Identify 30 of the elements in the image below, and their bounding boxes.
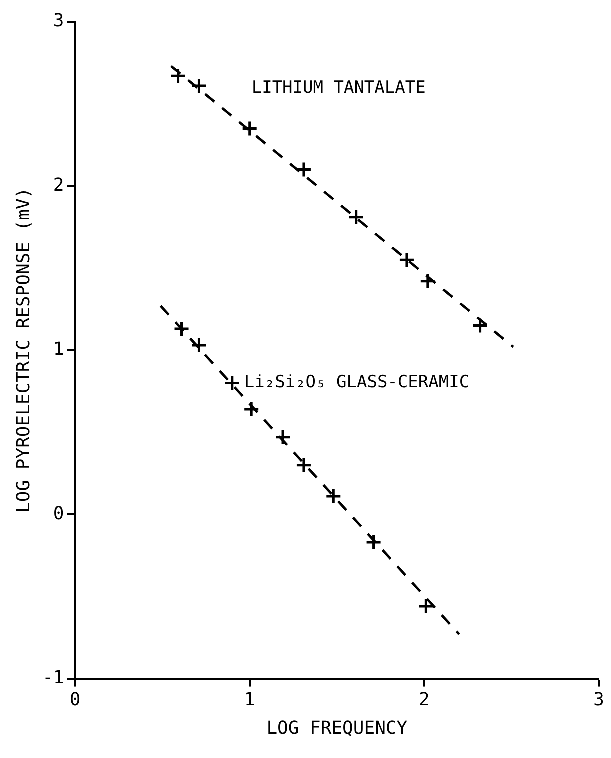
- y-tick-label: 0: [53, 503, 64, 524]
- point: [243, 401, 260, 418]
- point: [274, 429, 292, 446]
- point: [296, 457, 312, 474]
- point: [190, 78, 208, 94]
- series-label: LITHIUM TANTALATE: [252, 78, 426, 98]
- x-tick-label: 3: [594, 689, 604, 710]
- point: [348, 209, 365, 226]
- point: [420, 273, 436, 290]
- series-label: Li₂Si₂O₅ GLASS-CERAMIC: [244, 372, 470, 393]
- y-axis-title: LOG PYROELECTRIC RESPONSE (mV): [13, 188, 34, 513]
- point: [418, 598, 434, 615]
- x-tick-label: 1: [244, 689, 256, 710]
- x-tick-label: 2: [419, 689, 430, 710]
- point: [398, 252, 416, 268]
- y-tick-label: -1: [42, 667, 64, 688]
- x-axis-title: LOG FREQUENCY: [266, 718, 408, 739]
- point: [296, 162, 312, 178]
- point: [174, 320, 190, 338]
- point: [472, 318, 489, 334]
- y-tick-label: 2: [53, 174, 64, 196]
- point: [325, 488, 342, 505]
- point: [366, 534, 382, 551]
- y-tick-label: 3: [53, 10, 64, 32]
- point: [224, 374, 241, 392]
- y-tick-label: 1: [53, 339, 64, 360]
- x-tick-label: 0: [70, 689, 81, 710]
- point: [242, 120, 258, 137]
- point: [170, 68, 187, 84]
- point: [190, 337, 208, 354]
